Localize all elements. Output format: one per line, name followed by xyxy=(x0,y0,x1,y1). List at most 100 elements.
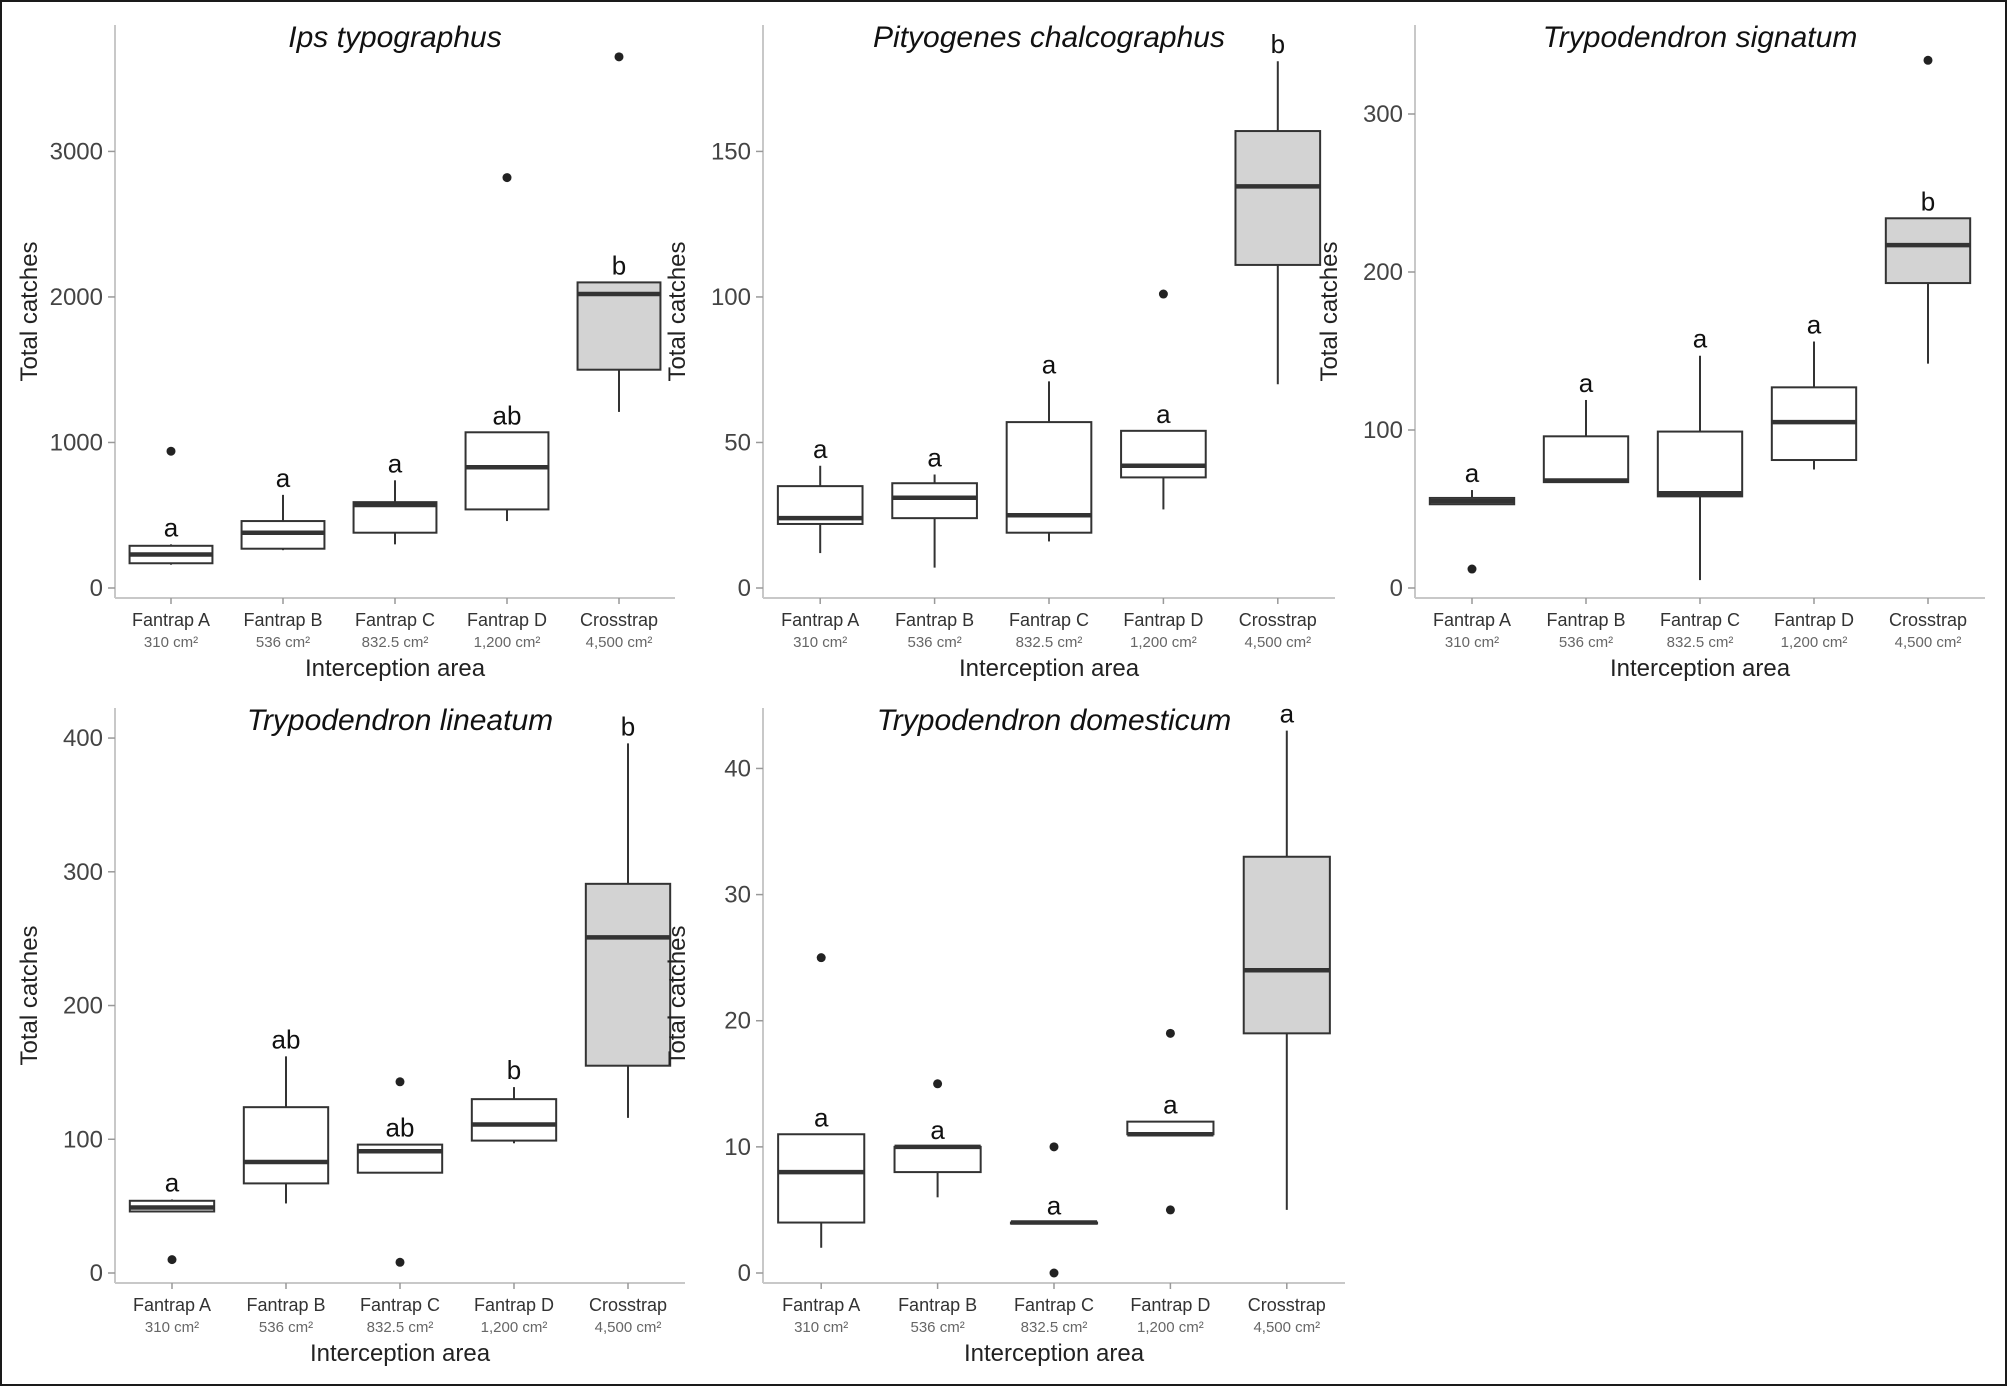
y-tick-label: 0 xyxy=(738,1260,751,1287)
significance-letter: ab xyxy=(493,400,522,430)
significance-letter: a xyxy=(1807,310,1822,340)
box-4: a xyxy=(1120,289,1207,510)
outlier-point xyxy=(1467,564,1477,574)
significance-letter: a xyxy=(388,448,403,478)
box-body xyxy=(1656,430,1744,498)
box-body xyxy=(464,431,550,511)
x-tick-label: Fantrap D xyxy=(467,610,547,630)
y-tick-label: 100 xyxy=(711,284,751,311)
y-tick-label: 1000 xyxy=(50,429,103,456)
x-tick-area-label: 832.5 cm² xyxy=(362,634,429,651)
x-axis-label: Interception area xyxy=(310,1340,491,1367)
box-body xyxy=(1120,429,1207,479)
x-tick-area-label: 832.5 cm² xyxy=(367,1319,434,1336)
chart-panel-1: Ips typographus 0 1000 2000 3000 Total catche… xyxy=(16,21,675,682)
outlier-point xyxy=(167,1255,177,1265)
significance-letter: b xyxy=(612,250,626,280)
x-tick-area-label: 4,500 cm² xyxy=(1895,634,1962,651)
x-tick-area-label: 1,200 cm² xyxy=(1130,634,1197,651)
significance-letter: b xyxy=(507,1055,521,1085)
x-tick-label: Fantrap A xyxy=(133,1295,211,1315)
y-tick-label: 40 xyxy=(724,755,751,782)
outlier-point xyxy=(1049,1142,1059,1152)
box-body xyxy=(470,1098,558,1142)
box-body xyxy=(584,882,672,1067)
box-body xyxy=(576,281,662,371)
panel-title: Pityogenes chalcographus xyxy=(873,21,1225,54)
box-5: a xyxy=(1242,699,1331,1210)
significance-letter: b xyxy=(1921,186,1935,216)
box-body xyxy=(242,1106,330,1185)
y-tick-label: 20 xyxy=(724,1008,751,1035)
y-tick-label: 300 xyxy=(1363,101,1403,128)
panel-title: Trypodendron lineatum xyxy=(247,704,553,737)
chart-panel-2: Pityogenes chalcographus 0 50 100 150 Total c… xyxy=(664,21,1335,682)
box-1: a xyxy=(776,434,864,554)
box-body xyxy=(1242,855,1331,1035)
x-axis-label: Interception area xyxy=(964,1340,1145,1367)
x-tick-label: Crosstrap xyxy=(589,1295,667,1315)
box-5: b xyxy=(1234,29,1322,385)
x-tick-label: Fantrap B xyxy=(898,1295,977,1315)
chart-panel-5: Trypodendron domesticum 0 10 20 30 40 Total ca… xyxy=(664,699,1345,1367)
box-3: a xyxy=(352,448,438,545)
x-tick-label: Fantrap A xyxy=(782,1295,860,1315)
x-tick-area-label: 536 cm² xyxy=(259,1319,313,1336)
x-tick-label: Crosstrap xyxy=(580,610,658,630)
box-1: a xyxy=(128,446,214,565)
x-tick-label: Fantrap D xyxy=(1123,610,1203,630)
x-tick-label: Fantrap C xyxy=(360,1295,440,1315)
significance-letter: a xyxy=(1156,399,1171,429)
box-body xyxy=(777,1133,866,1224)
y-tick-label: 0 xyxy=(1390,575,1403,602)
significance-letter: a xyxy=(276,463,291,493)
box-1: a xyxy=(777,953,866,1248)
x-axis-label: Interception area xyxy=(1610,655,1791,682)
x-tick-area-label: 310 cm² xyxy=(1445,634,1499,651)
box-2: a xyxy=(240,463,326,551)
x-tick-label: Fantrap B xyxy=(895,610,974,630)
box-5: b xyxy=(584,711,672,1118)
significance-letter: a xyxy=(814,1102,829,1132)
box-4: b xyxy=(470,1055,558,1144)
significance-letter: a xyxy=(1163,1090,1178,1120)
panel-title: Ips typographus xyxy=(288,21,501,54)
box-body xyxy=(891,482,978,520)
outlier-point xyxy=(1923,55,1933,65)
x-tick-label: Fantrap D xyxy=(1130,1295,1210,1315)
outlier-point xyxy=(933,1079,943,1089)
significance-letter: a xyxy=(927,442,942,472)
x-tick-label: Crosstrap xyxy=(1889,610,1967,630)
box-2: a xyxy=(893,1079,982,1198)
significance-letter: a xyxy=(1042,349,1057,379)
x-tick-label: Fantrap A xyxy=(781,610,859,630)
x-tick-area-label: 832.5 cm² xyxy=(1021,1319,1088,1336)
outlier-point xyxy=(166,446,176,456)
x-tick-label: Fantrap C xyxy=(1014,1295,1094,1315)
x-tick-label: Fantrap C xyxy=(355,610,435,630)
x-tick-area-label: 536 cm² xyxy=(256,634,310,651)
y-tick-label: 200 xyxy=(63,993,103,1020)
x-tick-label: Fantrap B xyxy=(246,1295,325,1315)
x-tick-area-label: 832.5 cm² xyxy=(1016,634,1083,651)
outlier-point xyxy=(1158,289,1168,299)
y-tick-label: 200 xyxy=(1363,259,1403,286)
chart-panel-3: Trypodendron signatum 0 100 200 300 Total cat… xyxy=(1316,21,1985,682)
box-1: a xyxy=(1428,458,1516,574)
x-tick-area-label: 310 cm² xyxy=(794,1319,848,1336)
box-5: b xyxy=(576,52,662,412)
box-5: b xyxy=(1884,55,1972,364)
y-tick-label: 300 xyxy=(63,859,103,886)
significance-letter: a xyxy=(164,512,179,542)
x-tick-area-label: 1,200 cm² xyxy=(1781,634,1848,651)
box-3: a xyxy=(1009,1142,1099,1278)
x-tick-label: Fantrap B xyxy=(243,610,322,630)
x-tick-area-label: 310 cm² xyxy=(793,634,847,651)
significance-letter: a xyxy=(930,1115,945,1145)
y-tick-label: 2000 xyxy=(50,284,103,311)
y-tick-label: 50 xyxy=(724,429,751,456)
x-tick-area-label: 4,500 cm² xyxy=(586,634,653,651)
x-tick-label: Fantrap B xyxy=(1546,610,1625,630)
box-2: ab xyxy=(242,1024,330,1204)
